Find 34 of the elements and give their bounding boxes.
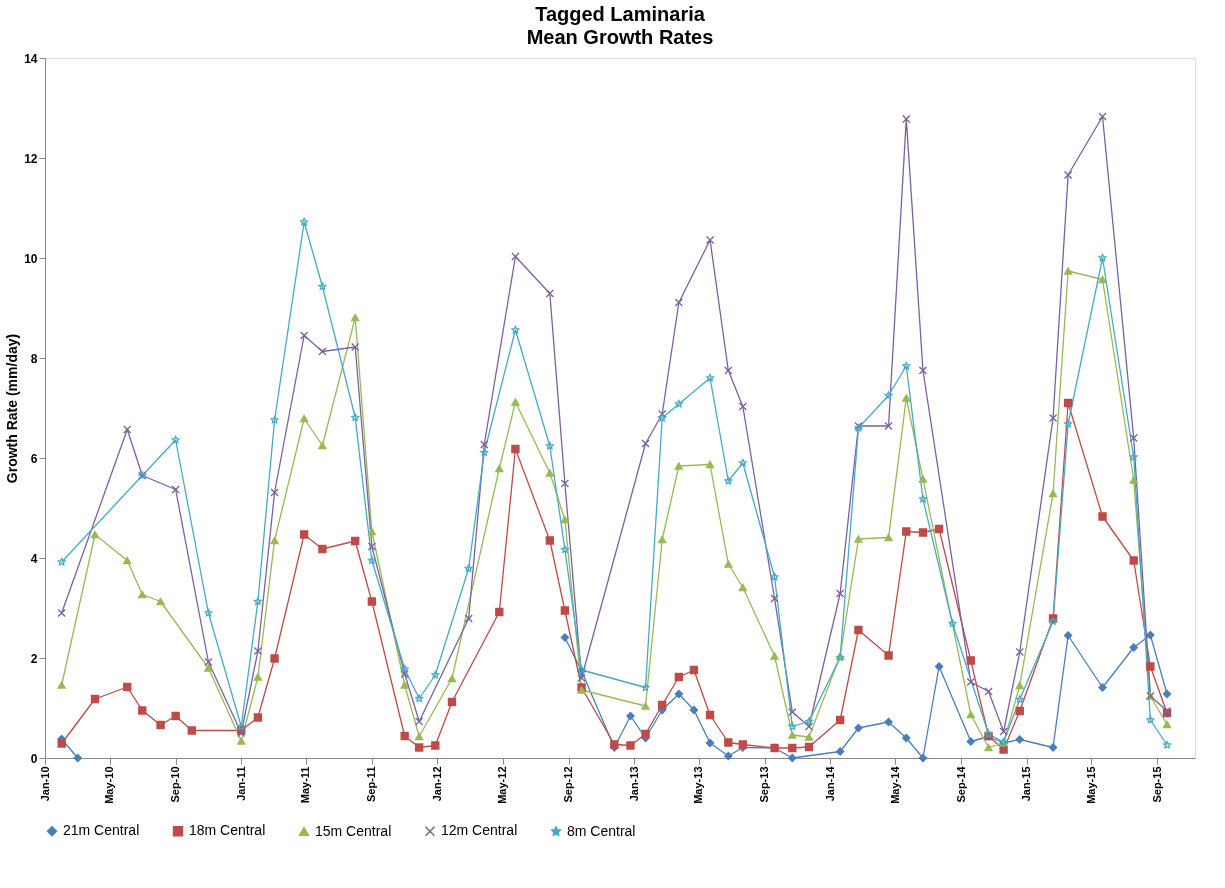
y-tick-label: 14 <box>24 51 38 66</box>
y-tick-label: 2 <box>30 651 38 666</box>
legend-label: 15m Central <box>315 822 392 839</box>
y-tick-label: 10 <box>24 251 38 266</box>
x-tick-label: Sep-11 <box>365 766 378 802</box>
x-tick-label: Sep-13 <box>758 766 771 803</box>
x-tick-label: May-12 <box>496 766 509 804</box>
x-tick-label: May-13 <box>692 766 705 804</box>
legend-label: 21m Central <box>63 822 140 839</box>
x-tick-label: Jan-10 <box>38 766 51 802</box>
y-axis-title: Growth Rate (mm/day) <box>4 333 21 484</box>
x-tick-label: Jan-11 <box>234 766 247 801</box>
chart-subtitle: Mean Growth Rates <box>526 26 714 48</box>
x-tick-label: Jan-12 <box>430 766 443 802</box>
x-tick-label: Sep-15 <box>1150 766 1163 803</box>
y-tick-label: 12 <box>24 151 38 166</box>
x-tick-label: Sep-10 <box>169 766 182 803</box>
x-tick-label: Jan-14 <box>823 765 836 802</box>
x-tick-label: Sep-14 <box>954 765 967 803</box>
y-tick-label: 4 <box>30 551 38 566</box>
chart-title: Tagged Laminaria <box>535 3 706 25</box>
y-tick-label: 6 <box>30 451 38 466</box>
x-tick-label: Sep-12 <box>562 766 575 803</box>
legend-label: 12m Central <box>441 822 518 839</box>
legend-label: 18m Central <box>189 822 266 839</box>
legend-label: 8m Central <box>567 822 636 839</box>
x-tick-label: May-10 <box>103 766 116 804</box>
y-tick-label: 8 <box>30 351 38 366</box>
x-tick-label: Jan-15 <box>1020 766 1033 802</box>
x-tick-label: Jan-13 <box>627 766 640 802</box>
x-tick-label: May-15 <box>1084 766 1097 804</box>
y-tick-label: 0 <box>30 751 38 766</box>
x-tick-label: May-14 <box>888 765 901 804</box>
x-tick-label: May-11 <box>299 766 312 804</box>
